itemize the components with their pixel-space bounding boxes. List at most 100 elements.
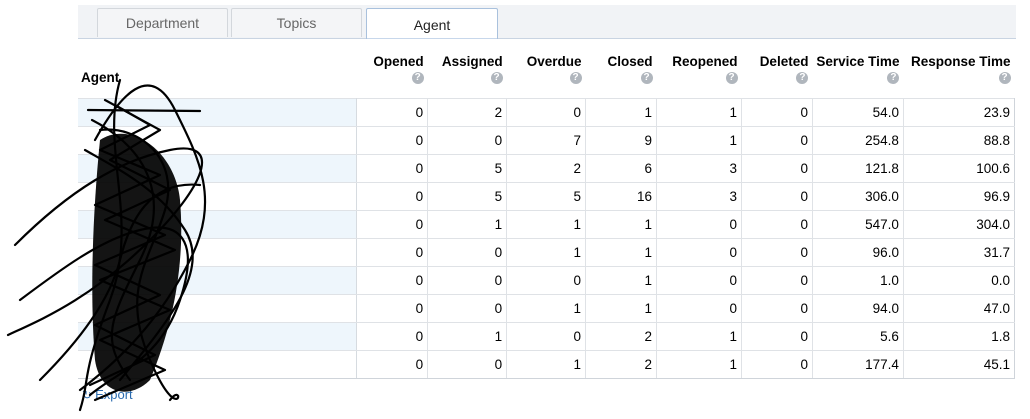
table-cell: 0 <box>741 97 813 127</box>
table-cell: 0 <box>356 321 429 351</box>
report-tab-bar: Department Topics Agent <box>78 5 1016 39</box>
table-cell: 96.0 <box>811 237 904 267</box>
table-cell: 0 <box>356 265 429 295</box>
column-header-reopened: Reopened? <box>672 54 738 84</box>
table-row: 0 1 1 1 0 0 547.0 304.0 <box>78 209 1016 239</box>
table-cell: 0 <box>427 349 508 379</box>
export-label: Export <box>95 387 133 402</box>
table-cell: 45.1 <box>902 349 1016 379</box>
help-icon[interactable]: ? <box>640 72 653 84</box>
agent-name-cell <box>78 321 358 351</box>
help-icon[interactable]: ? <box>887 72 900 84</box>
table-row: 0 5 5 16 3 0 306.0 96.9 <box>78 181 1016 211</box>
column-header-closed: Closed? <box>607 54 653 84</box>
table-cell: 1 <box>585 293 658 323</box>
agent-name-cell <box>78 209 358 239</box>
table-cell: 1 <box>506 209 587 239</box>
table-row: 0 0 7 9 1 0 254.8 88.8 <box>78 125 1016 155</box>
agent-name-cell <box>78 265 358 295</box>
table-cell: 1.0 <box>811 265 904 295</box>
column-header-deleted: Deleted? <box>759 54 809 84</box>
table-cell: 1 <box>506 293 587 323</box>
agent-stats-table: Agent Opened? Assigned? Overdue? Closed?… <box>78 48 1016 379</box>
agent-name-cell <box>78 237 358 267</box>
table-cell: 1 <box>656 321 742 351</box>
table-cell: 0 <box>356 181 429 211</box>
help-icon[interactable]: ? <box>998 72 1011 84</box>
agent-column-header: Agent <box>81 70 120 86</box>
tab-agent[interactable]: Agent <box>366 8 498 39</box>
table-cell: 1 <box>656 125 742 155</box>
table-cell: 7 <box>506 125 587 155</box>
table-header-row: Agent Opened? Assigned? Overdue? Closed?… <box>78 48 1015 98</box>
table-cell: 0 <box>427 125 508 155</box>
table-cell: 0 <box>356 125 429 155</box>
table-row: 0 0 1 1 0 0 96.0 31.7 <box>78 237 1016 267</box>
table-cell: 1 <box>427 209 508 239</box>
table-cell: 0 <box>427 293 508 323</box>
table-cell: 6 <box>585 153 658 183</box>
table-cell: 0 <box>427 265 508 295</box>
table-cell: 23.9 <box>902 97 1016 127</box>
table-cell: 1 <box>656 349 742 379</box>
table-cell: 306.0 <box>811 181 904 211</box>
table-row: 0 0 1 1 0 0 94.0 47.0 <box>78 293 1016 323</box>
table-cell: 0 <box>656 293 742 323</box>
table-cell: 0 <box>356 209 429 239</box>
table-cell: 0 <box>506 321 587 351</box>
table-cell: 2 <box>585 349 658 379</box>
table-cell: 31.7 <box>902 237 1016 267</box>
agent-name-cell <box>78 349 358 379</box>
table-cell: 2 <box>506 153 587 183</box>
table-cell: 1 <box>585 209 658 239</box>
table-cell: 88.8 <box>902 125 1016 155</box>
tab-department[interactable]: Department <box>97 8 228 37</box>
table-cell: 0 <box>356 293 429 323</box>
help-icon[interactable]: ? <box>490 72 503 84</box>
agent-name-cell <box>78 125 358 155</box>
table-cell: 1 <box>585 237 658 267</box>
table-row: 0 2 0 1 1 0 54.0 23.9 <box>78 97 1016 127</box>
column-header-opened: Opened? <box>373 54 424 84</box>
table-cell: 5.6 <box>811 321 904 351</box>
agent-name-cell <box>78 293 358 323</box>
table-cell: 1 <box>427 321 508 351</box>
table-cell: 121.8 <box>811 153 904 183</box>
help-icon[interactable]: ? <box>411 72 424 84</box>
table-cell: 1 <box>506 237 587 267</box>
table-cell: 54.0 <box>811 97 904 127</box>
table-cell: 0 <box>356 349 429 379</box>
table-cell: 2 <box>427 97 508 127</box>
table-cell: 94.0 <box>811 293 904 323</box>
table-row: 0 0 0 1 0 0 1.0 0.0 <box>78 265 1016 295</box>
export-icon: ↻ <box>82 388 93 402</box>
column-header-overdue: Overdue? <box>526 54 582 84</box>
table-cell: 177.4 <box>811 349 904 379</box>
agent-name-cell <box>78 97 358 127</box>
table-cell: 9 <box>585 125 658 155</box>
table-cell: 1 <box>506 349 587 379</box>
table-cell: 0 <box>356 97 429 127</box>
table-cell: 100.6 <box>902 153 1016 183</box>
table-cell: 0 <box>656 209 742 239</box>
table-row: 0 5 2 6 3 0 121.8 100.6 <box>78 153 1016 183</box>
table-cell: 1 <box>656 97 742 127</box>
help-icon[interactable]: ? <box>796 72 809 84</box>
table-cell: 5 <box>506 181 587 211</box>
help-icon[interactable]: ? <box>569 72 582 84</box>
table-cell: 0 <box>741 181 813 211</box>
help-icon[interactable]: ? <box>725 72 738 84</box>
agent-name-cell <box>78 181 358 211</box>
table-cell: 47.0 <box>902 293 1016 323</box>
tab-topics[interactable]: Topics <box>231 8 362 37</box>
table-cell: 5 <box>427 153 508 183</box>
table-cell: 96.9 <box>902 181 1016 211</box>
table-cell: 0 <box>656 265 742 295</box>
export-link[interactable]: ↻ Export <box>82 387 133 402</box>
table-cell: 3 <box>656 153 742 183</box>
table-cell: 0 <box>356 237 429 267</box>
table-cell: 0 <box>741 265 813 295</box>
table-row: 0 1 0 2 1 0 5.6 1.8 <box>78 321 1016 351</box>
table-cell: 547.0 <box>811 209 904 239</box>
table-cell: 254.8 <box>811 125 904 155</box>
